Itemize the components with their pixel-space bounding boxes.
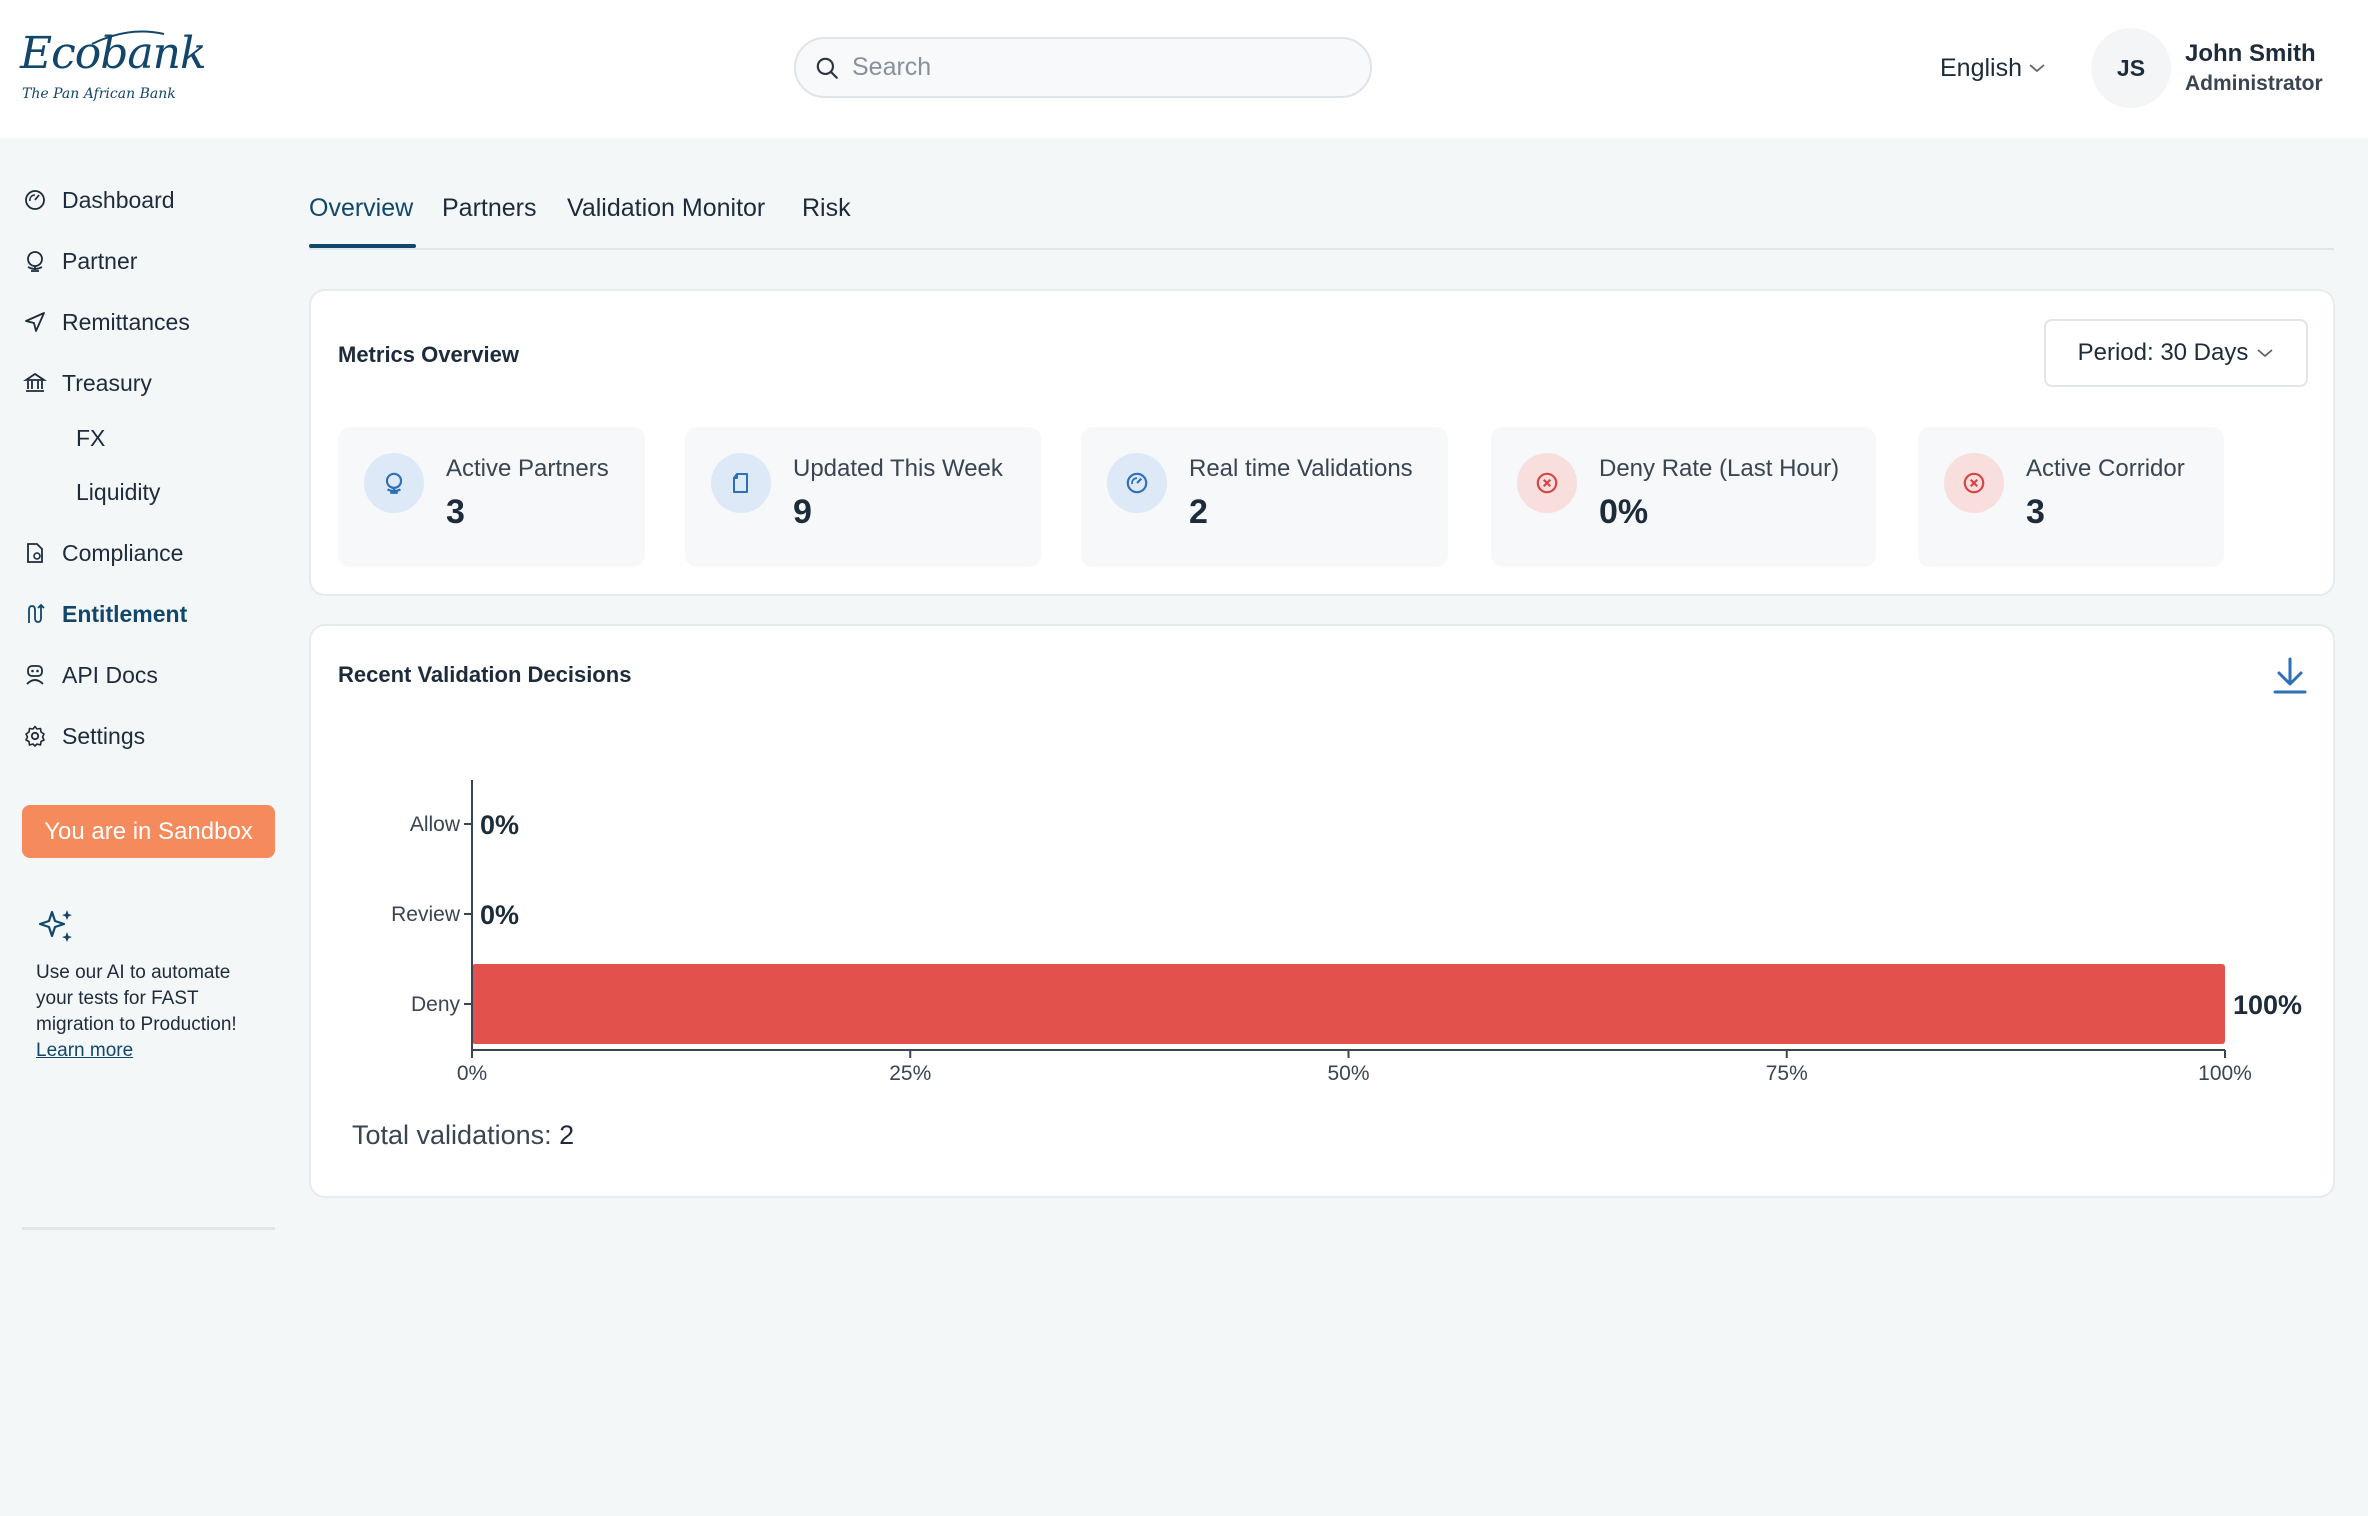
metric-label: Active Partners: [446, 455, 609, 482]
total-validations-label: Total validations:: [352, 1120, 552, 1150]
metric-value: 3: [446, 493, 465, 531]
validations-title: Recent Validation Decisions: [338, 662, 632, 687]
gauge-icon: [1107, 453, 1167, 513]
gauge-icon: [22, 187, 48, 213]
total-validations-value: 2: [559, 1120, 575, 1150]
sidebar-item-remittances[interactable]: Remittances: [22, 300, 190, 344]
sidebar-item-entitlement[interactable]: Entitlement: [22, 592, 187, 636]
document-check-icon: [22, 540, 48, 566]
data-label-allow: 0%: [480, 810, 519, 840]
period-label: Period: 30 Days: [2077, 339, 2249, 366]
learn-more-link[interactable]: Learn more: [36, 1040, 134, 1061]
period-selector[interactable]: Period: 30 Days: [2044, 319, 2308, 387]
data-label-review: 0%: [480, 900, 519, 930]
tab-partners[interactable]: Partners: [442, 194, 537, 222]
metric-card-updated-this-week: Updated This Week 9: [685, 427, 1041, 567]
y-tick-label-allow: Allow: [410, 813, 461, 836]
x-tick-label: 25%: [889, 1062, 931, 1085]
sidebar-item-label: Remittances: [62, 308, 190, 335]
x-tick-label: 100%: [2198, 1062, 2252, 1085]
globe-icon: [22, 248, 48, 274]
metric-card-realtime-validations: Real time Validations 2: [1081, 427, 1448, 567]
sidebar-subitem-liquidity[interactable]: Liquidity: [76, 478, 161, 505]
gear-icon: [22, 723, 48, 749]
x-circle-icon: [1517, 453, 1577, 513]
metric-label: Updated This Week: [793, 455, 1003, 482]
sidebar-item-settings[interactable]: Settings: [22, 714, 145, 758]
sidebar-item-dashboard[interactable]: Dashboard: [22, 178, 175, 222]
ai-promo-card: Use our AI to automate your tests for FA…: [22, 886, 275, 1230]
ai-promo-message: Use our AI to automate your tests for FA…: [36, 962, 237, 1035]
globe-icon: [364, 453, 424, 513]
chevron-down-icon: [2029, 64, 2045, 73]
sidebar-item-label: Settings: [62, 722, 146, 749]
sidebar-item-label: Compliance: [62, 539, 184, 566]
top-header: Ecobank The Pan African Bank English JS …: [0, 0, 2368, 138]
user-avatar[interactable]: JS: [2091, 28, 2171, 108]
validation-bar-chart: 0% 0% 100% Allow Review Deny 0% 25% 50% 75% 100%: [391, 780, 2302, 1085]
sidebar-item-label: Entitlement: [62, 600, 188, 627]
metric-value: 9: [793, 493, 812, 531]
x-tick-label: 50%: [1327, 1062, 1369, 1085]
document-icon: [711, 453, 771, 513]
metric-label: Real time Validations: [1189, 455, 1413, 482]
search-input[interactable]: [852, 53, 1332, 82]
send-icon: [22, 309, 48, 335]
metric-card-deny-rate: Deny Rate (Last Hour) 0%: [1491, 427, 1876, 567]
sidebar-item-label: API Docs: [62, 661, 158, 688]
metrics-overview-card: Metrics Overview Period: 30 Days Active …: [309, 289, 2335, 596]
sidebar-nav: Dashboard Partner Remittances Treasury F…: [0, 138, 290, 1516]
sidebar-item-label: Partner: [62, 247, 138, 274]
route-icon: [22, 601, 48, 627]
metric-value: 2: [1189, 493, 1208, 531]
data-label-deny: 100%: [2233, 990, 2302, 1020]
metric-value: 3: [2026, 493, 2045, 531]
bank-icon: [22, 370, 48, 396]
y-tick-label-deny: Deny: [411, 993, 461, 1016]
language-label: English: [1940, 53, 2022, 82]
search-icon: [816, 57, 838, 79]
metrics-title: Metrics Overview: [338, 342, 519, 367]
sidebar-item-partner[interactable]: Partner: [22, 239, 137, 283]
sidebar-item-label: Treasury: [62, 369, 152, 396]
tab-risk[interactable]: Risk: [802, 194, 851, 222]
tab-overview[interactable]: Overview: [309, 194, 414, 222]
x-tick-label: 75%: [1766, 1062, 1808, 1085]
logo-swoosh-icon: [91, 30, 165, 45]
sidebar-item-api-docs[interactable]: API Docs: [22, 653, 158, 697]
sidebar-item-treasury[interactable]: Treasury: [22, 361, 152, 405]
user-name[interactable]: John Smith: [2185, 40, 2316, 67]
ai-promo-text: Use our AI to automate your tests for FA…: [36, 960, 268, 1064]
metric-label: Active Corridor: [2026, 455, 2185, 482]
active-tab-indicator: [309, 244, 416, 248]
metric-card-active-corridor: Active Corridor 3: [1918, 427, 2224, 567]
search-bar[interactable]: [794, 37, 1372, 98]
x-circle-icon: [1944, 453, 2004, 513]
tab-validation-monitor[interactable]: Validation Monitor: [567, 194, 766, 222]
logo-tagline: The Pan African Bank: [22, 86, 176, 102]
total-validations: Total validations: 2: [352, 1120, 574, 1151]
metric-value: 0%: [1599, 493, 1649, 531]
metric-card-active-partners: Active Partners 3: [338, 427, 645, 567]
validation-decisions-card: Recent Validation Decisions 0% 0% 100% Allo…: [309, 624, 2335, 1198]
x-tick-label: 0%: [457, 1062, 487, 1085]
sidebar-item-label: Dashboard: [62, 186, 175, 213]
y-tick-label-review: Review: [391, 903, 461, 926]
sidebar-subitem-fx[interactable]: FX: [76, 424, 106, 451]
sidebar-item-compliance[interactable]: Compliance: [22, 531, 183, 575]
sparkle-icon: [38, 910, 72, 942]
chevron-down-icon: [2257, 349, 2273, 358]
download-icon[interactable]: [2271, 656, 2309, 696]
tab-bar: Overview Partners Validation Monitor Ris…: [309, 188, 2334, 250]
metric-label: Deny Rate (Last Hour): [1599, 455, 1840, 482]
bar-deny: [472, 964, 2225, 1044]
user-role: Administrator: [2185, 72, 2323, 95]
language-selector[interactable]: English: [1940, 50, 2046, 86]
ecobank-logo[interactable]: Ecobank The Pan African Bank: [20, 28, 207, 108]
robot-icon: [22, 662, 48, 688]
sandbox-badge[interactable]: You are in Sandbox: [22, 805, 275, 858]
